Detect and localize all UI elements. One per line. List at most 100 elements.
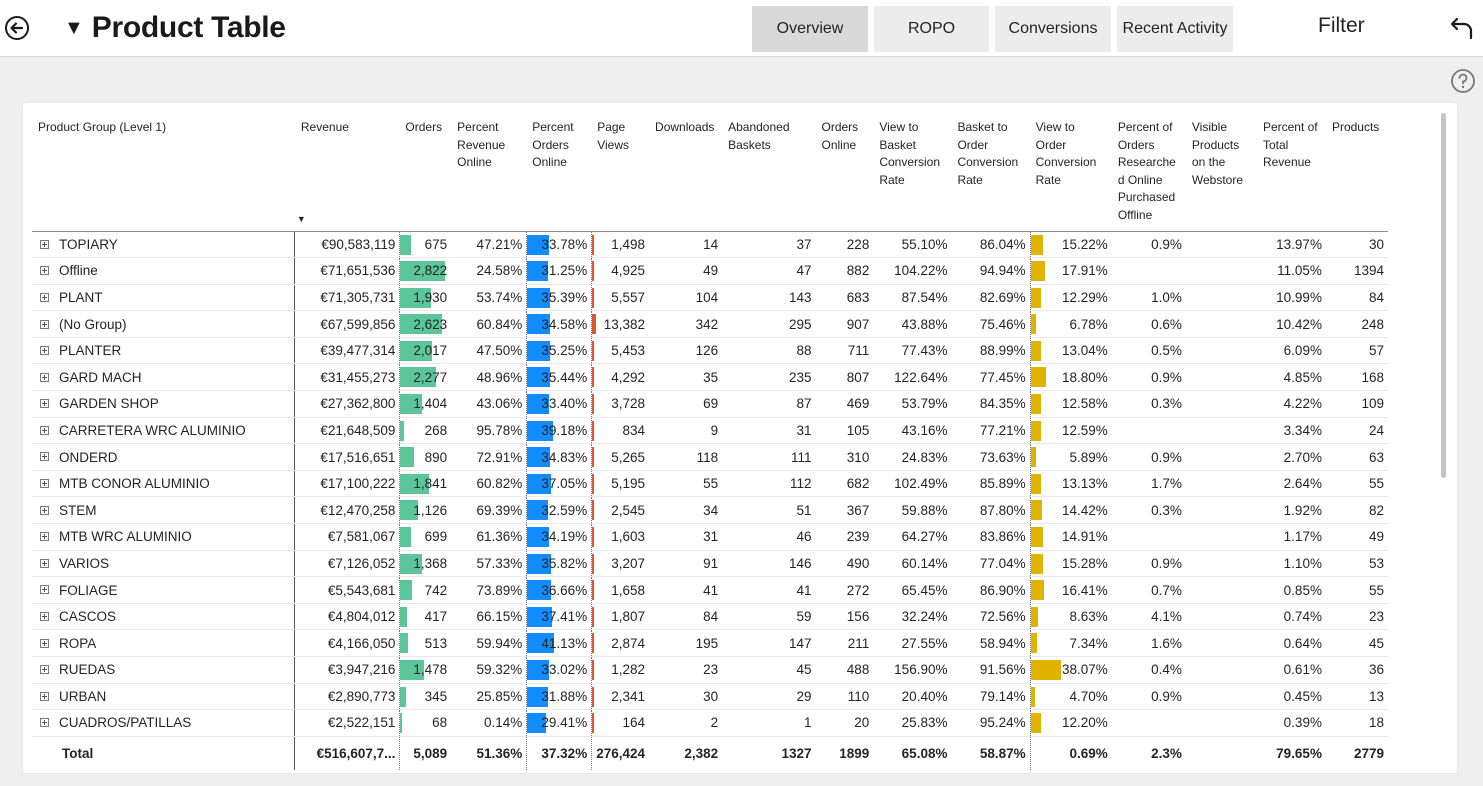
undo-arrow-icon[interactable] <box>1448 14 1476 42</box>
col-orders-online-cell: 1899 <box>815 735 874 771</box>
expand-plus-icon[interactable] <box>40 505 49 515</box>
data-bar <box>1030 340 1041 361</box>
expand-plus-icon[interactable] <box>40 425 49 435</box>
data-bar <box>592 606 595 627</box>
title-caret-icon[interactable]: ▼ <box>64 16 84 39</box>
table-row[interactable]: CUADROS/PATILLAS €2,522,151 68 0.14% 29.41% 1… <box>32 709 1388 737</box>
table-row[interactable]: Offline €71,651,536 2,822 24.58% 31.25% 4,925… <box>32 257 1388 285</box>
table-row[interactable]: CASCOS €4,804,012 417 66.15% 37.41% 1,807 84 59… <box>32 603 1388 631</box>
expand-plus-icon[interactable] <box>40 665 49 675</box>
expand-plus-icon[interactable] <box>40 319 49 329</box>
table-row[interactable]: RUEDAS €3,947,216 1,478 59.32% 33.02% 1,282 23… <box>32 656 1388 684</box>
table-row[interactable]: ONDERD €17,516,651 890 72.91% 34.83% 5,265 118… <box>32 443 1388 471</box>
table-row[interactable]: STEM €12,470,258 1,126 69.39% 32.59% 2,545 34 5… <box>32 496 1388 525</box>
help-circle-icon[interactable] <box>1450 68 1476 94</box>
cell-value: 34.83% <box>541 449 588 465</box>
col-orders-online-header[interactable]: Orders Online <box>815 113 874 232</box>
col-basket-to-order-header[interactable]: Basket to Order Conversion Rate <box>951 113 1030 232</box>
table-row[interactable]: MTB CONOR ALUMINIO €17,100,222 1,841 60.82%… <box>32 470 1388 498</box>
table-row[interactable]: GARD MACH €31,455,273 2,277 48.96% 35.44% 4,2… <box>32 363 1388 392</box>
col-page-views-cell: 4,292 <box>591 363 650 392</box>
table-row[interactable]: MTB WRC ALUMINIO €7,581,067 699 61.36% 34.19… <box>32 523 1388 551</box>
expand-plus-icon[interactable] <box>40 239 49 249</box>
col-view-to-basket-cell: 25.83% <box>873 709 952 737</box>
sort-descending-icon[interactable]: ▼ <box>296 214 306 224</box>
col-percent-researched-offline-cell: 0.7% <box>1111 576 1186 604</box>
col-view-to-order-cell: 17.91% <box>1029 257 1112 285</box>
col-abandoned-baskets-header[interactable]: Abandoned Baskets <box>722 113 816 232</box>
col-product-group-cell: GARDEN SHOP <box>32 390 295 418</box>
expand-plus-icon[interactable] <box>40 399 49 409</box>
expand-plus-icon[interactable] <box>40 532 49 542</box>
col-downloads-cell: 14 <box>649 231 723 259</box>
col-downloads-cell: 34 <box>649 496 723 525</box>
col-revenue-header[interactable]: Revenue ▼ <box>294 113 400 232</box>
expand-plus-icon[interactable] <box>40 638 49 648</box>
expand-plus-icon[interactable] <box>40 585 49 595</box>
expand-plus-icon[interactable] <box>40 292 49 302</box>
col-percent-orders-online-header[interactable]: Percent Orders Online <box>526 113 592 232</box>
expand-plus-icon[interactable] <box>40 558 49 568</box>
tab-ropo[interactable]: ROPO <box>874 6 989 52</box>
table-row[interactable]: (No Group) €67,599,856 2,623 60.84% 34.58% 13… <box>32 310 1388 338</box>
col-view-to-basket-header[interactable]: View to Basket Conversion Rate <box>873 113 952 232</box>
table-row[interactable]: URBAN €2,890,773 345 25.85% 31.88% 2,341 30 29 1… <box>32 683 1388 711</box>
col-revenue-cell: €17,516,651 <box>294 443 400 471</box>
data-bar <box>1030 420 1041 441</box>
back-arrow-circle-icon[interactable] <box>4 15 30 41</box>
cell-value: 41.13% <box>541 635 588 651</box>
col-percent-revenue-online-header[interactable]: Percent Revenue Online <box>451 113 527 232</box>
table-row[interactable]: PLANTER €39,477,314 2,017 47.50% 35.25% 5,453… <box>32 337 1388 365</box>
expand-plus-icon[interactable] <box>40 266 49 276</box>
table-total-row[interactable]: Total €516,607,7... 5,089 51.36% 37.32% 276,4… <box>32 735 1388 771</box>
bar-axis-line <box>526 736 528 771</box>
col-products-header[interactable]: Products <box>1325 113 1388 232</box>
table-row[interactable]: GARDEN SHOP €27,362,800 1,404 43.06% 33.40% 3… <box>32 390 1388 418</box>
product-group-label: PLANTER <box>59 343 122 359</box>
col-product-group-cell: STEM <box>32 496 295 525</box>
col-downloads-header[interactable]: Downloads <box>649 113 723 232</box>
col-orders-cell: 1,368 <box>399 550 452 578</box>
bar-axis-line <box>526 391 528 417</box>
expand-plus-icon[interactable] <box>40 691 49 701</box>
bar-axis-line <box>1029 470 1031 497</box>
col-revenue-cell: €90,583,119 <box>294 231 400 259</box>
expand-plus-icon[interactable] <box>40 612 49 622</box>
col-page-views-header[interactable]: Page Views <box>591 113 650 232</box>
filter-button[interactable]: Filter <box>1318 14 1365 37</box>
data-bar <box>527 606 553 627</box>
tab-overview[interactable]: Overview <box>752 6 868 52</box>
table-row[interactable]: PLANT €71,305,731 1,930 53.74% 35.39% 5,557 10… <box>32 284 1388 312</box>
table-row[interactable]: TOPIARY €90,583,119 675 47.21% 33.78% 1,498 14… <box>32 231 1388 259</box>
col-percent-researched-offline-cell <box>1111 417 1186 445</box>
cell-value: 3,728 <box>611 396 646 412</box>
data-bar <box>400 287 432 308</box>
col-view-to-order-header[interactable]: View to Order Conversion Rate <box>1029 113 1112 232</box>
col-percent-researched-offline-header[interactable]: Percent of Orders Researche d Online Pur… <box>1111 113 1186 232</box>
col-percent-researched-offline-cell <box>1111 257 1186 285</box>
tab-recent-activity[interactable]: Recent Activity <box>1117 6 1233 52</box>
table-row[interactable]: FOLIAGE €5,543,681 742 73.89% 36.66% 1,658 41 4… <box>32 576 1388 604</box>
expand-plus-icon[interactable] <box>40 452 49 462</box>
tab-conversions[interactable]: Conversions <box>995 6 1111 52</box>
vertical-scrollbar[interactable] <box>1441 113 1446 478</box>
table-row[interactable]: VARIOS €7,126,052 1,368 57.33% 35.82% 3,207 91… <box>32 550 1388 578</box>
col-view-to-basket-cell: 64.27% <box>873 523 952 551</box>
table-row[interactable]: CARRETERA WRC ALUMINIO €21,648,509 268 95.7… <box>32 417 1388 445</box>
col-orders-header[interactable]: Orders <box>399 113 452 232</box>
cell-value: 35.25% <box>541 343 588 359</box>
data-bar <box>400 527 412 548</box>
product-group-label: FOLIAGE <box>59 582 118 598</box>
data-bar <box>527 527 550 548</box>
col-visible-products-header[interactable]: Visible Products on the Webstore <box>1185 113 1257 232</box>
expand-plus-icon[interactable] <box>40 479 49 489</box>
col-product-group-header[interactable]: Product Group (Level 1) <box>32 113 295 232</box>
table-row[interactable]: ROPA €4,166,050 513 59.94% 41.13% 2,874 195 147… <box>32 629 1388 657</box>
expand-plus-icon[interactable] <box>40 372 49 382</box>
col-percent-total-revenue-header[interactable]: Percent of Total Revenue <box>1256 113 1326 232</box>
col-visible-products-cell <box>1185 629 1257 657</box>
col-view-to-basket-cell: 102.49% <box>873 470 952 498</box>
col-percent-total-revenue-cell: 2.64% <box>1256 470 1326 498</box>
expand-plus-icon[interactable] <box>40 718 49 728</box>
expand-plus-icon[interactable] <box>40 346 49 356</box>
